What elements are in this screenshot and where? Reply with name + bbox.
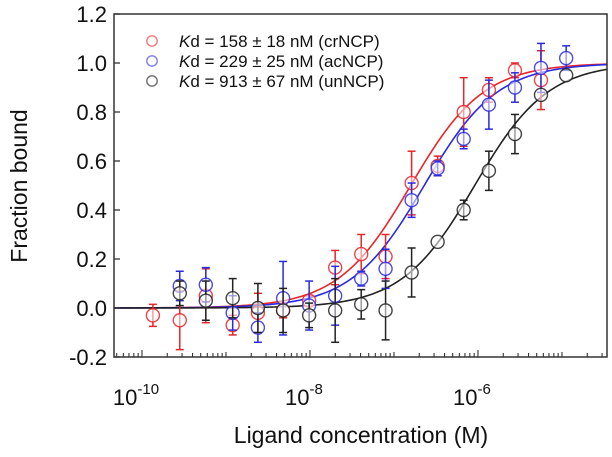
series-unNCP (172, 68, 574, 344)
data-point (225, 291, 240, 306)
data-point (404, 265, 419, 280)
data-point (558, 68, 574, 83)
legend-item-acNCP: Kd = 229 ± 25 nM (acNCP) (146, 52, 383, 71)
data-point (430, 234, 445, 250)
data-point (198, 293, 214, 308)
legend: Kd = 158 ± 18 nM (crNCP)Kd = 229 ± 25 nM… (146, 32, 384, 91)
data-point (354, 246, 369, 262)
legend-label: Kd = 913 ± 67 nM (unNCP) (179, 72, 384, 91)
data-point (430, 161, 445, 176)
data-point (250, 300, 266, 316)
legend-label: Kd = 158 ± 18 nM (crNCP) (179, 32, 380, 51)
x-axis-ticks: 10-10 10-8 10-6 (113, 350, 603, 410)
data-point (404, 192, 419, 208)
y-tick-label: 0.4 (76, 198, 107, 223)
y-tick-label: 0.8 (76, 100, 107, 125)
x-tick-label: 10-8 (285, 381, 323, 410)
y-axis-ticks: 1.2 1.0 0.8 0.6 0.4 0.2 0.0 -0.2 (69, 2, 120, 370)
data-point (354, 271, 369, 286)
y-tick-label: -0.2 (69, 345, 107, 370)
data-point (145, 308, 161, 323)
data-point (533, 87, 549, 103)
x-tick-label: 10-10 (113, 381, 159, 410)
data-point (456, 104, 471, 120)
data-point (172, 313, 187, 328)
y-tick-label: 1.0 (76, 51, 107, 76)
legend-label: Kd = 229 ± 25 nM (acNCP) (179, 52, 383, 71)
data-point (558, 50, 574, 66)
data-point (378, 261, 393, 276)
data-point (456, 131, 471, 147)
data-point (378, 303, 393, 318)
data-point (456, 202, 471, 218)
data-point (327, 303, 343, 318)
data-point (301, 308, 317, 323)
data-point (533, 60, 549, 76)
y-tick-label: 1.2 (76, 2, 107, 27)
legend-marker (146, 35, 158, 47)
legend-marker (146, 75, 158, 87)
data-point (354, 297, 369, 312)
y-axis-title: Fraction bound (6, 109, 32, 262)
data-point (275, 303, 291, 318)
data-point (507, 80, 523, 95)
legend-item-crNCP: Kd = 158 ± 18 nM (crNCP) (146, 32, 380, 51)
data-point (481, 163, 497, 179)
data-point (172, 286, 187, 301)
legend-item-unNCP: Kd = 913 ± 67 nM (unNCP) (146, 72, 384, 91)
y-tick-label: 0.6 (76, 149, 107, 174)
y-tick-label: 0.2 (76, 247, 107, 272)
x-axis-title: Ligand concentration (M) (234, 422, 488, 448)
data-point (507, 126, 523, 142)
x-tick-label: 10-6 (453, 381, 491, 410)
data-point (481, 97, 497, 112)
y-tick-label: 0.0 (76, 296, 107, 321)
legend-marker (146, 55, 158, 67)
data-points (145, 42, 574, 351)
